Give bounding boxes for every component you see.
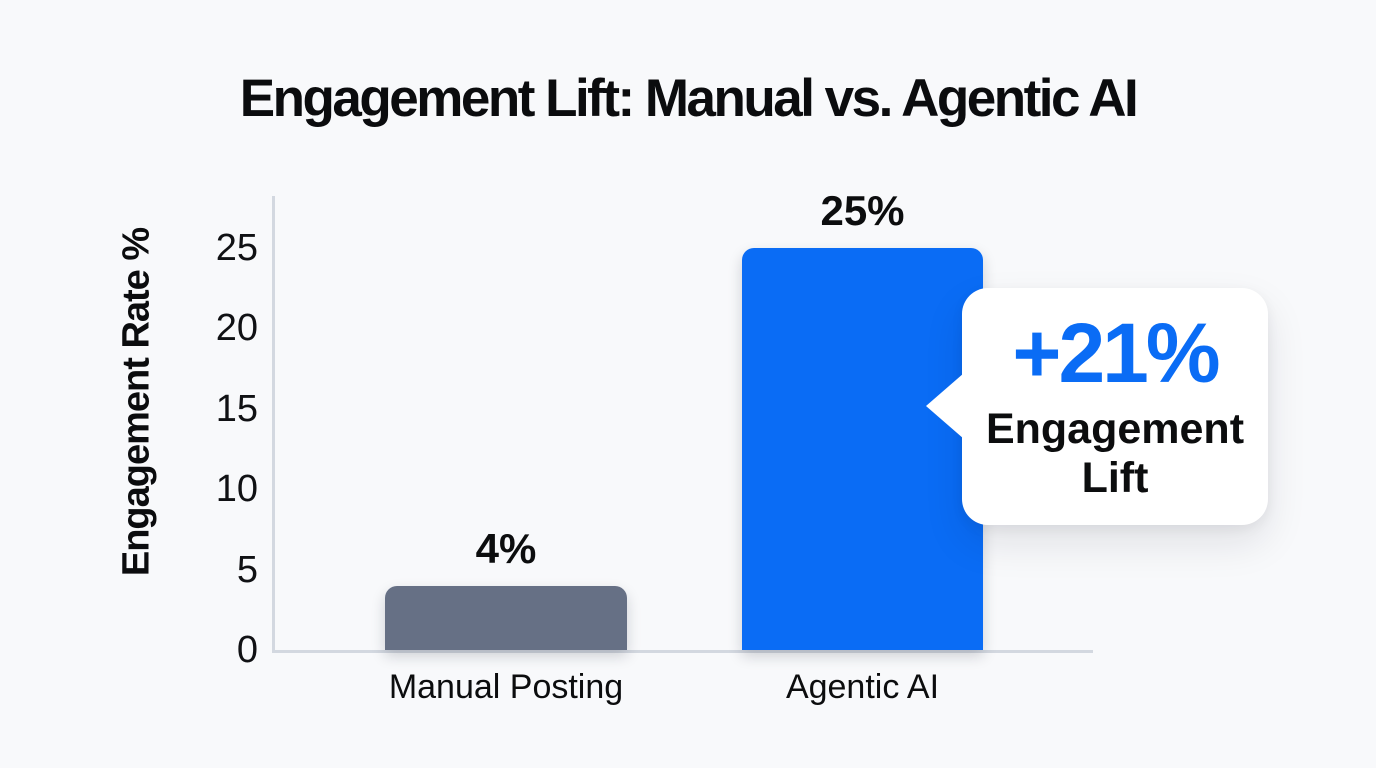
bar-agentic-ai: 25% — [742, 189, 983, 650]
callout-label-line1: Engagement — [985, 405, 1245, 454]
y-axis-line — [272, 196, 275, 653]
y-tick-label: 5 — [236, 548, 258, 591]
bar-value-label-manual: 4% — [475, 524, 537, 572]
bar-manual-posting: 4% — [385, 527, 627, 650]
callout-label-line2: Lift — [1081, 453, 1149, 502]
y-tick-label: 20 — [215, 307, 258, 349]
x-category-label-agentic: Agentic AI — [785, 668, 940, 706]
y-tick-label: 0 — [236, 629, 258, 671]
x-category-label-manual: Manual Posting — [388, 668, 624, 706]
y-tick-label: 15 — [215, 387, 258, 430]
bar-value-label-agentic: 25% — [820, 186, 905, 234]
chart-title: Engagement Lift: Manual vs. Agentic AI — [239, 69, 1139, 128]
y-tick-label: 10 — [215, 468, 258, 510]
y-axis-ticks: 0 5 10 15 20 25 — [0, 0, 258, 768]
x-axis-line — [272, 650, 1093, 653]
callout-bubble: +21% Engagement Lift — [926, 288, 1268, 525]
y-tick-label: 25 — [215, 226, 258, 269]
callout-headline: +21% — [1012, 306, 1220, 401]
